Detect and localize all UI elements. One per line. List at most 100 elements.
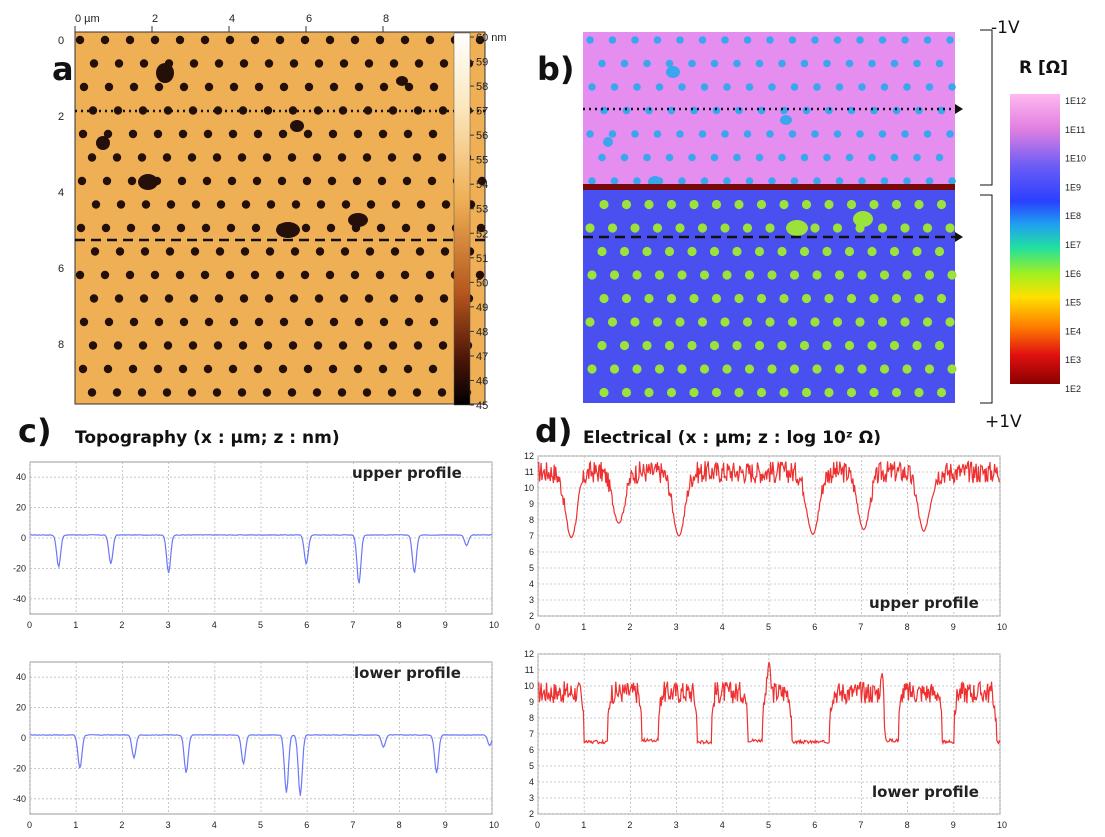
resistance-spot [711,387,722,398]
resistance-spot [699,364,710,374]
pit [328,129,338,139]
x-tick-label: 6 [812,820,817,830]
x-tick-label: 2 [119,620,124,630]
afm-x-tick: 4 [229,13,235,25]
resistance-cb-label: 1E9 [1065,182,1081,192]
pit [400,35,410,45]
pit [301,223,311,233]
topo-cb-label: 46 [476,375,488,387]
resistance-spot [914,199,924,210]
pit [340,247,350,256]
resistance-spot [597,340,607,351]
profile-series [30,734,493,796]
pit [412,153,422,162]
resistance-spot [610,177,619,185]
x-tick-label: 3 [166,820,171,830]
resistance-spot [924,270,935,280]
resistance-spot [632,270,642,280]
resistance-spot [588,177,596,185]
pit [216,200,226,209]
pit [204,317,214,327]
resistance-spot [889,340,900,351]
pit [213,106,223,115]
resistance-spot [666,293,677,304]
pit [289,59,299,68]
d-upper-profile-label: upper profile [869,594,979,612]
y-tick-label: 40 [16,472,26,482]
resistance-spot [743,130,752,138]
pit [414,59,424,68]
resistance-spot [699,270,710,280]
pit [325,270,335,280]
pit [153,364,163,374]
pit [416,200,426,209]
pit [287,388,297,397]
pit [290,247,300,256]
resistance-spot [609,364,620,374]
pit [101,223,111,233]
resistance-spot [721,130,729,138]
resistance-spot-defect [780,115,792,125]
resistance-spot [687,246,697,257]
x-tick-label: 4 [212,620,217,630]
topo-cb-label: 59 [476,57,488,69]
pit [114,59,124,68]
resistance-spot [790,83,799,91]
pit [204,82,214,92]
pit [190,247,200,256]
resistance-spot [845,153,854,162]
resistance-spot [823,153,831,162]
topo-cb-label: 55 [476,155,488,167]
resistance-spot [946,36,954,44]
resistance-spot [721,36,729,44]
pit [304,317,314,327]
topo-cb-label: 52 [476,228,488,240]
pit [439,294,449,303]
y-tick-label: 12 [524,451,534,461]
resistance-spot [869,387,879,398]
resistance-spot [722,270,732,280]
resistance-spot [630,317,640,327]
resistance-spot [720,317,730,327]
y-tick-label: 4 [529,777,534,787]
pit [326,223,336,233]
resistance-spot [946,130,954,138]
resistance-spot [903,177,911,185]
resistance-cb-label: 1E12 [1065,96,1086,106]
resistance-spot-defect [666,66,680,78]
pit [137,153,147,162]
y-tick-label: 12 [524,649,534,659]
resistance-cb-label: 1E10 [1065,154,1086,164]
resistance-spot [597,246,607,257]
pit [427,176,437,186]
topo-cb-label: 47 [476,351,488,363]
x-tick-label: 5 [258,620,263,630]
resistance-spot [800,153,809,162]
resistance-spot [778,59,786,68]
resistance-spot [722,364,732,374]
pit [437,153,447,162]
resistance-spot [900,317,910,327]
resistance-spot [914,387,924,398]
resistance-spot [789,270,800,280]
pit [212,153,222,162]
pit [390,247,400,256]
resistance-spot [733,153,741,162]
pit [314,294,324,303]
resistance-spot [844,246,855,257]
resistance-spot [678,177,686,185]
pit [165,247,175,256]
resistance-spot [621,199,632,210]
resistance-spot [913,153,921,162]
resistance-spot [777,246,787,257]
x-tick-label: 1 [73,620,78,630]
y-tick-label: 4 [529,579,534,589]
pit [339,59,349,68]
resistance-spot [869,293,879,304]
pit [115,247,125,256]
y-tick-label: 10 [524,483,534,493]
resistance-spot [598,153,606,162]
pit [316,200,326,209]
pit [262,388,272,397]
